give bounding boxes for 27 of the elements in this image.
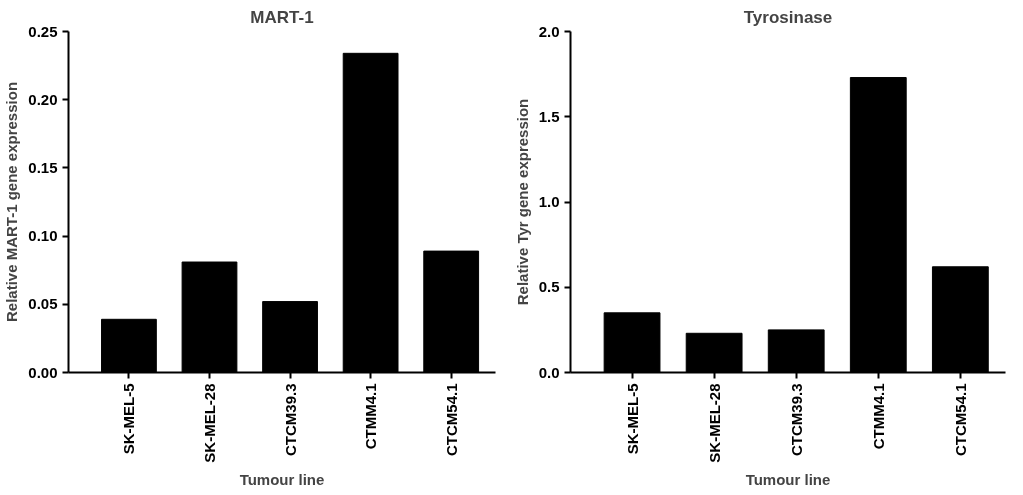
y-tick-label: 0.00	[28, 363, 58, 381]
y-axis-title: Relative Tyr gene expression	[513, 98, 531, 306]
chart-title: Tyrosinase	[743, 7, 833, 27]
x-axis-title: Tumour line	[745, 470, 831, 488]
y-tick-label: 1.5	[538, 107, 560, 125]
y-axis-title: Relative MART-1 gene expression	[3, 81, 21, 323]
y-tick-label: 0.25	[28, 22, 58, 40]
x-tick-label: CTCM54.1	[951, 383, 969, 457]
x-tick-label: SK-MEL-28	[200, 383, 218, 463]
x-tick-label: SK-MEL-28	[705, 383, 723, 463]
y-tick-label: 0.10	[28, 227, 58, 245]
chart-title: MART-1	[250, 7, 314, 27]
x-tick-label: CTCM39.3	[281, 383, 299, 457]
y-tick-label: 1.0	[538, 193, 560, 210]
y-tick-label: 0.20	[28, 90, 58, 108]
y-tick-label: 0.5	[538, 278, 560, 296]
y-tick-label: 0.05	[28, 295, 58, 313]
x-tick-label: CTCM54.1	[442, 383, 460, 457]
x-axis-title: Tumour line	[239, 470, 325, 488]
x-tick-label: SK-MEL-5	[120, 383, 138, 455]
x-tick-label: SK-MEL-5	[623, 383, 641, 455]
x-tick-label: CTCM39.3	[787, 383, 805, 457]
x-tick-label: CTMM4.1	[869, 383, 887, 450]
y-tick-label: 0.0	[538, 363, 560, 381]
y-tick-label: 0.15	[28, 158, 58, 176]
x-tick-label: CTMM4.1	[362, 383, 380, 450]
y-tick-label: 2.0	[538, 22, 560, 40]
